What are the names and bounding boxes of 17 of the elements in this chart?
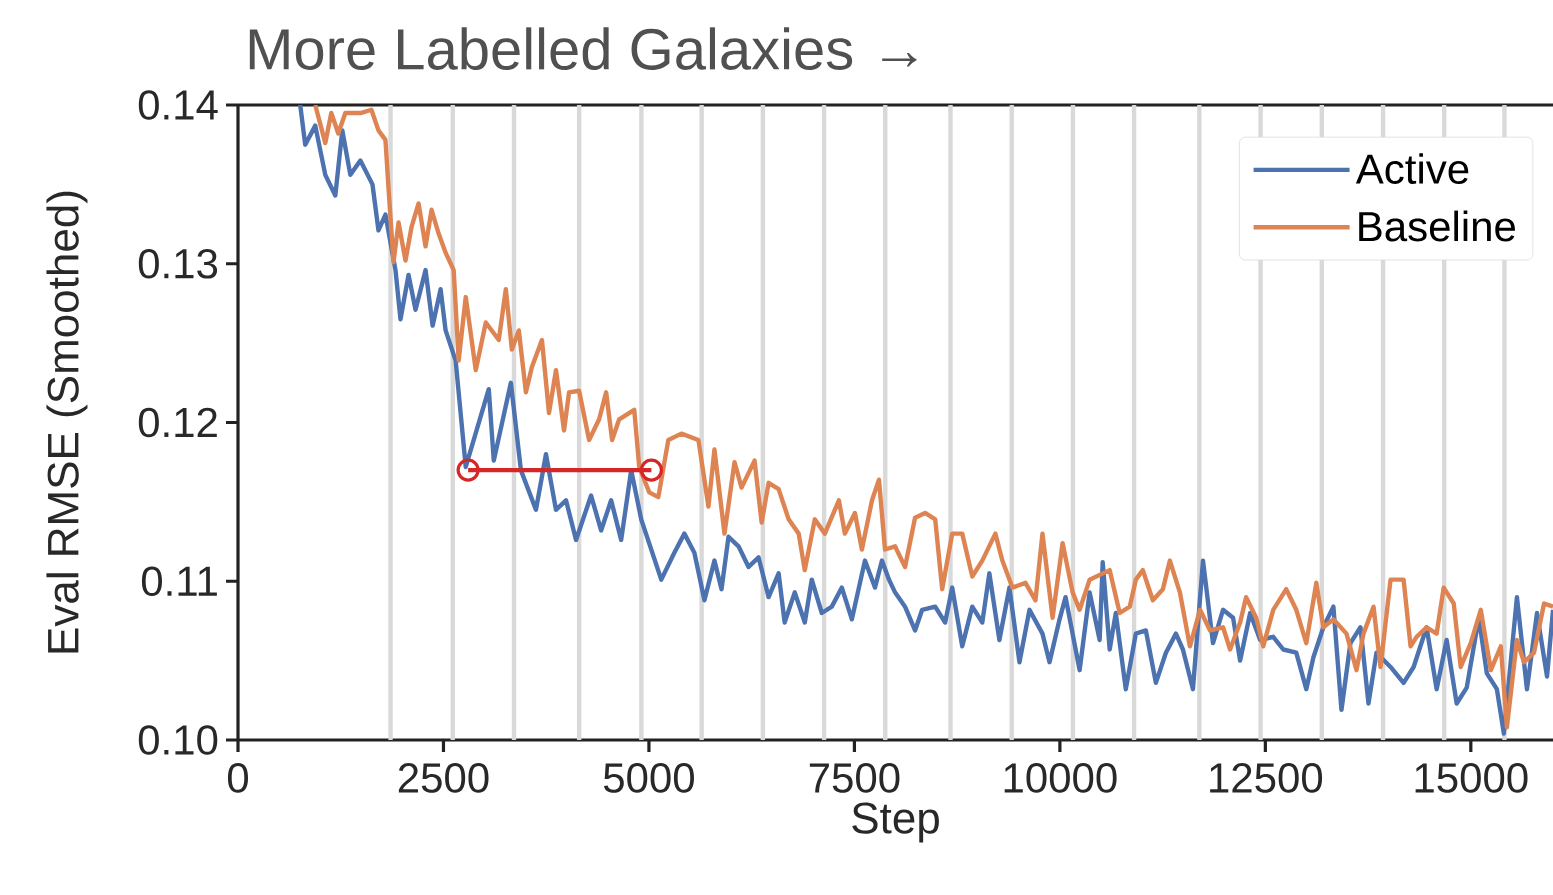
x-tick-label: 15000 xyxy=(1415,763,1528,793)
x-axis-title: Step xyxy=(852,802,939,843)
y-tick-label: 0.14 xyxy=(138,90,218,120)
chart-title: More Labelled Galaxies → xyxy=(249,27,917,70)
y-axis-title: Eval RMSE (Smoothed) xyxy=(46,191,88,653)
x-tick-label: 5000 xyxy=(603,763,694,793)
y-tick-label: 0.11 xyxy=(141,566,217,597)
y-tick-label: 0.10 xyxy=(138,725,218,755)
y-tick-label: 0.12 xyxy=(138,407,217,438)
x-tick-label: 2500 xyxy=(398,763,489,793)
x-tick-label: 7500 xyxy=(809,763,900,793)
y-tick-label: 0.13 xyxy=(138,248,218,279)
x-tick-label: 10000 xyxy=(1004,763,1117,793)
x-tick-label: 12500 xyxy=(1210,763,1323,793)
legend-label: Baseline xyxy=(1359,210,1515,242)
legend-label: Active xyxy=(1355,153,1469,184)
x-tick-label: 0 xyxy=(227,763,249,793)
